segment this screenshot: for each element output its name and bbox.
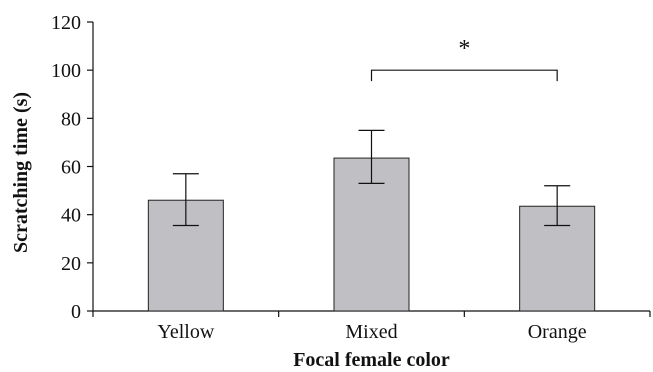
y-ticks: 0 20 40 60 80 100 120	[51, 12, 93, 323]
y-tick-label: 40	[61, 205, 81, 227]
significance-line	[370, 69, 558, 82]
error-bars	[172, 129, 571, 227]
error-bar-mixed	[358, 129, 385, 184]
error-bar-orange	[544, 185, 571, 227]
x-tick-label: Yellow	[157, 321, 214, 343]
y-tick-label: 100	[51, 60, 81, 82]
x-tick-label: Orange	[528, 321, 587, 343]
significance-label: *	[458, 36, 470, 62]
y-tick-label: 80	[61, 108, 81, 130]
x-ticks: Yellow Mixed Orange	[92, 311, 651, 343]
x-axis-title: Focal female color	[293, 349, 450, 371]
y-tick-label: 20	[61, 253, 81, 275]
y-axis-title: Scratching time (s)	[10, 92, 32, 253]
x-tick-label: Mixed	[345, 321, 397, 343]
y-tick-label: 120	[51, 12, 81, 34]
error-bar-yellow	[172, 173, 199, 227]
y-tick-label: 0	[71, 301, 81, 323]
significance-bracket: *	[370, 36, 558, 82]
y-tick-label: 60	[61, 157, 81, 179]
